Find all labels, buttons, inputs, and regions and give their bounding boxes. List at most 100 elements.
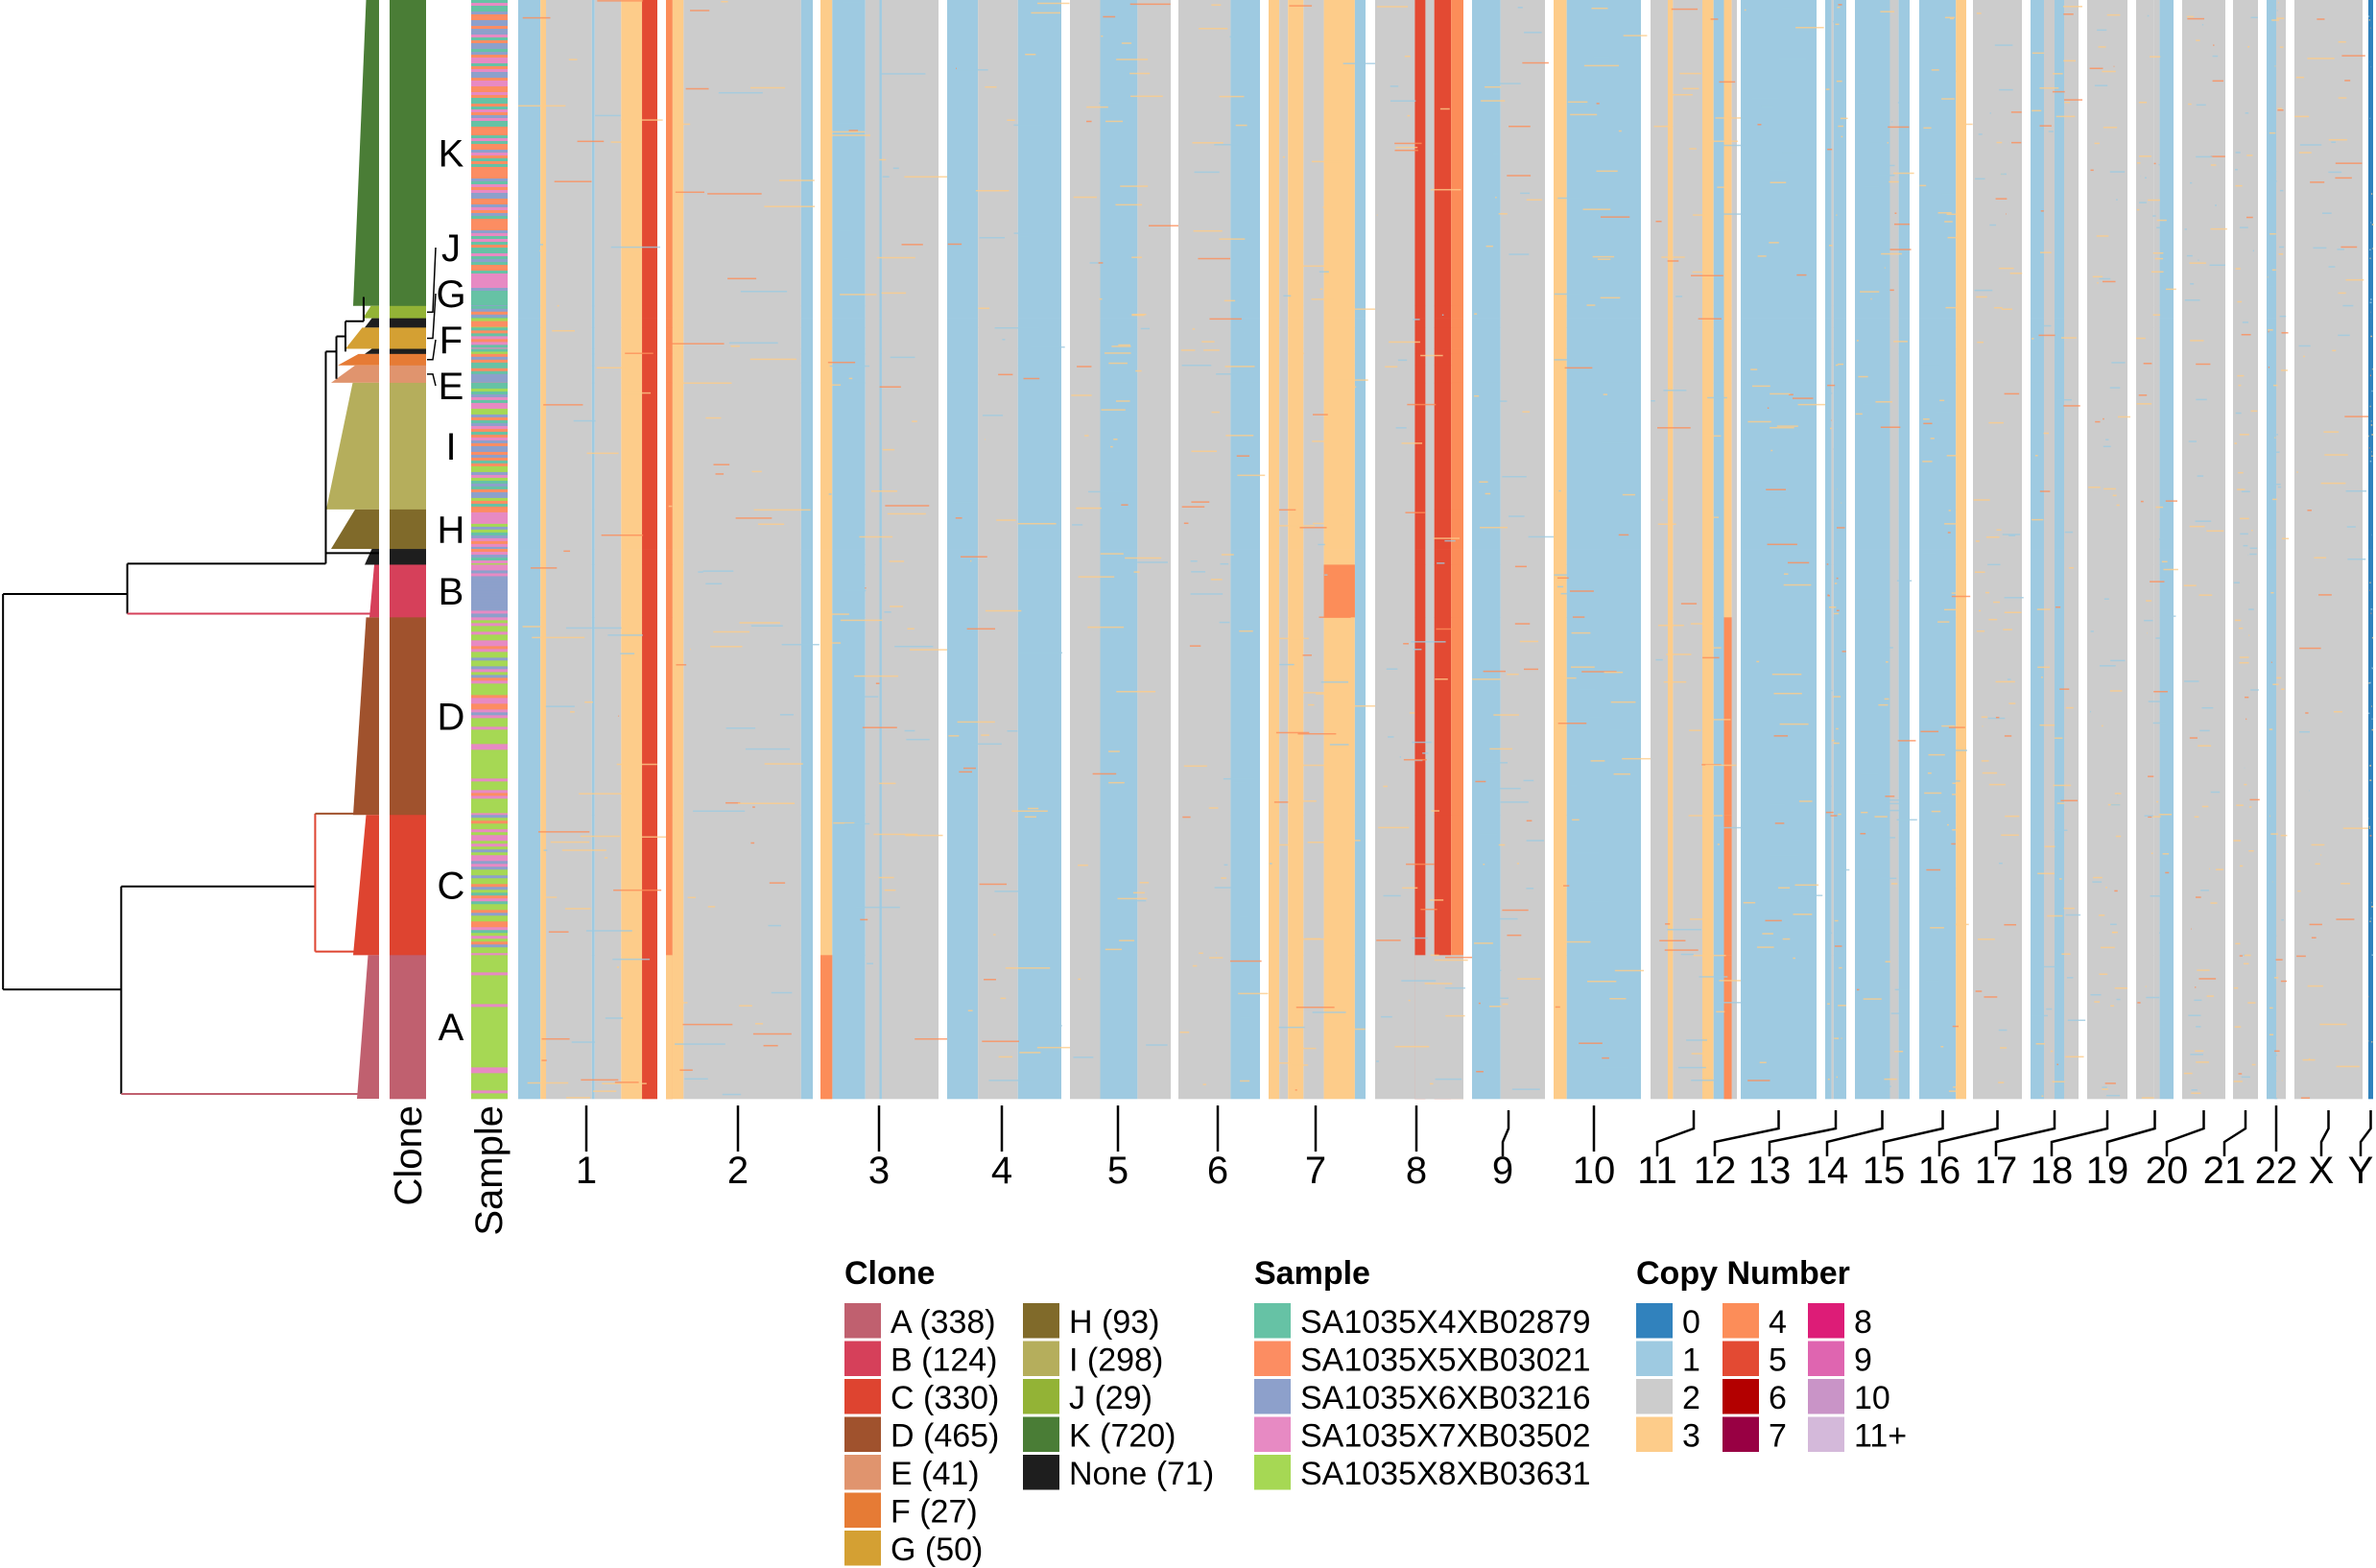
cn-noise-mark	[2039, 490, 2051, 492]
cn-segment-chr11-H	[1651, 509, 1668, 550]
cn-noise-mark	[1214, 144, 1241, 146]
sample-bar-cell	[471, 442, 508, 447]
cn-segment-chr1-None	[518, 549, 541, 565]
chromosome-label-7: 7	[1305, 1150, 1326, 1192]
cn-noise-mark	[1951, 592, 1957, 594]
cn-noise-mark	[2371, 390, 2373, 392]
cn-noise-mark	[1653, 125, 1674, 128]
cn-noise-mark	[881, 292, 907, 295]
cn-segment-chr17-None	[2044, 549, 2055, 565]
copy-number-legend-label: 5	[1769, 1342, 1787, 1379]
cn-noise-mark	[2156, 226, 2163, 229]
cn-segment-chr17-J	[2031, 305, 2044, 319]
cn-noise-mark	[1376, 939, 1401, 941]
cn-segment-chr11-None	[1673, 348, 1702, 355]
sample-bar-cell	[471, 419, 508, 424]
cn-noise-mark	[2041, 1095, 2044, 1097]
cn-segment-chr11-A	[1702, 955, 1714, 1100]
sample-bar-cell	[471, 491, 508, 496]
cn-noise-mark	[1027, 807, 1039, 810]
cn-noise-mark	[1478, 1002, 1481, 1005]
cn-segment-chrX-A	[2294, 955, 2363, 1100]
cn-segment-chr1-C	[594, 815, 622, 956]
cn-segment-chr12-G	[1741, 327, 1817, 349]
sample-bar-cell	[471, 37, 508, 41]
cn-noise-mark	[752, 1033, 792, 1035]
cn-noise-mark	[1394, 149, 1418, 152]
cn-noise-mark	[1827, 384, 1836, 387]
cn-segment-chr1-None	[621, 318, 643, 328]
cn-noise-mark	[1618, 130, 1622, 132]
cn-noise-mark	[1889, 289, 1894, 292]
cn-segment-chr4-A	[1017, 955, 1061, 1100]
cn-noise-mark	[2140, 500, 2144, 503]
cn-noise-mark	[1602, 1057, 1609, 1059]
cn-noise-mark	[1716, 1010, 1725, 1013]
cn-noise-mark	[1835, 364, 1839, 367]
clone-bar-None	[390, 318, 426, 328]
cn-noise-mark	[2269, 1033, 2274, 1035]
sample-bar-cell	[471, 422, 508, 427]
sample-bar-cell	[471, 640, 508, 644]
cn-segment-chr7-K	[1303, 0, 1324, 307]
sample-bar-cell	[471, 109, 508, 113]
cn-segment-chr8-None	[1434, 549, 1452, 565]
sample-bar-cell	[471, 391, 508, 395]
cn-noise-mark	[2270, 591, 2274, 594]
clone-label-K: K	[439, 132, 464, 175]
cn-noise-mark	[2111, 362, 2126, 364]
cn-segment-chr8-J	[1434, 305, 1452, 319]
cn-segment-chr17-H	[2055, 509, 2064, 550]
cn-segment-chr1-F	[642, 353, 657, 367]
cn-noise-mark	[1199, 28, 1228, 30]
cn-noise-mark	[2197, 475, 2204, 477]
chromosome-label-22: 22	[2255, 1150, 2298, 1192]
cn-noise-mark	[1198, 257, 1231, 260]
sample-bar-cell	[471, 936, 508, 939]
cn-noise-mark	[1588, 716, 1603, 719]
cn-noise-mark	[1833, 696, 1841, 698]
cn-noise-mark	[713, 630, 750, 633]
cn-segment-chr11-E	[1723, 365, 1732, 384]
cn-segment-chr11-None	[1651, 348, 1668, 355]
cn-noise-mark	[1930, 438, 1935, 440]
cn-noise-mark	[2275, 1054, 2277, 1057]
cn-segment-chr1-B	[642, 564, 657, 618]
cn-noise-mark	[832, 642, 842, 644]
cn-noise-mark	[1516, 863, 1519, 865]
cn-noise-mark	[2238, 1073, 2243, 1075]
cn-segment-chr4-K	[978, 0, 1018, 307]
cn-segment-chr20-J	[2182, 305, 2225, 319]
cn-noise-mark	[1028, 138, 1034, 140]
cn-segment-chr7-D	[1303, 617, 1324, 816]
cn-noise-mark	[1493, 714, 1519, 716]
cn-noise-mark	[1886, 661, 1889, 663]
cn-noise-mark	[2269, 815, 2270, 818]
cn-noise-mark	[1472, 52, 1481, 55]
cn-noise-mark	[2102, 1088, 2108, 1090]
sample-bar-cell	[471, 373, 508, 378]
cn-noise-mark	[1861, 869, 1881, 871]
sample-legend-label: SA1035X7XB03502	[1300, 1418, 1590, 1455]
cn-segment-chr15-H	[1919, 509, 1957, 550]
cn-noise-mark	[752, 806, 755, 808]
cn-noise-mark	[1769, 242, 1779, 244]
cn-segment-chr7-B	[1279, 564, 1289, 618]
cn-segment-chr16-E	[1973, 365, 2022, 384]
cn-noise-mark	[1667, 147, 1669, 149]
cn-segment-chr19-D	[2153, 617, 2160, 816]
cn-noise-mark	[1710, 516, 1719, 518]
sample-bar-cell	[471, 1044, 508, 1048]
cn-noise-mark	[1930, 927, 1944, 929]
cn-noise-mark	[1149, 225, 1185, 226]
cn-segment-chr10-None	[1566, 318, 1641, 328]
cn-segment-chr17-J	[2064, 305, 2079, 319]
cn-segment-chr7-D	[1288, 617, 1304, 816]
cn-noise-mark	[1948, 726, 1965, 728]
cn-segment-chr17-A	[2044, 955, 2055, 1100]
sample-bar-cell	[471, 365, 508, 369]
chromosome-tick-16	[1937, 1110, 1999, 1156]
cn-noise-mark	[1302, 692, 1327, 694]
cn-segment-chr11-A	[1673, 955, 1702, 1100]
cn-segment-chr13-None	[1831, 348, 1834, 355]
